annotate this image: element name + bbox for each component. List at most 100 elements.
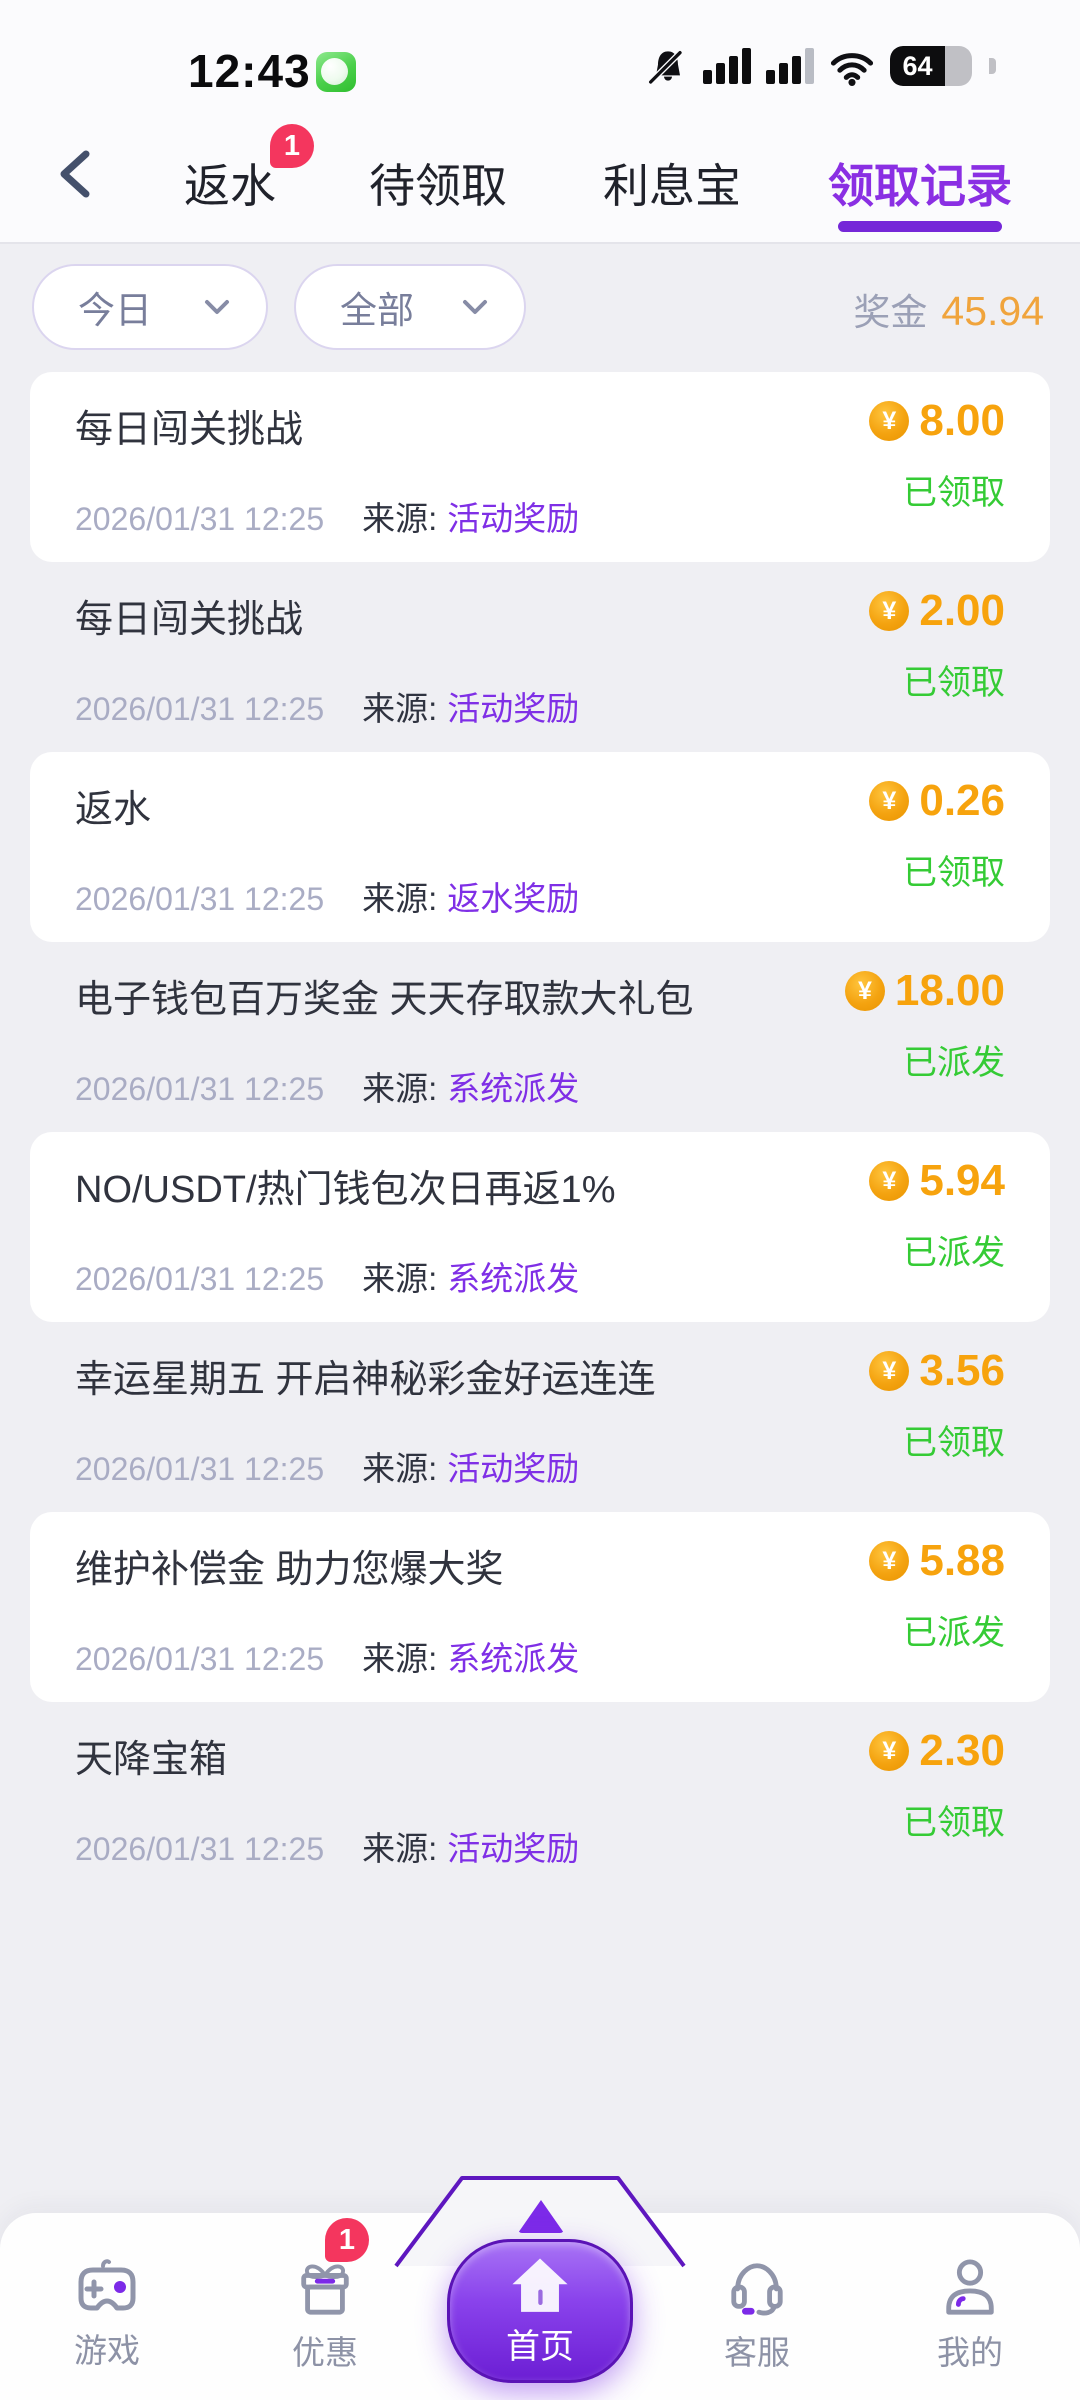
nav-item-promos[interactable]: 优惠 [263, 2258, 387, 2374]
bonus-total-label: 奖金 [853, 292, 928, 333]
coin-icon: ¥ [869, 1541, 910, 1581]
collapse-arrow-icon[interactable] [518, 2200, 564, 2233]
tab-pending[interactable]: 待领取 [369, 160, 507, 212]
record-status: 已领取 [903, 1804, 1005, 1842]
record-source: 活动奖励 [447, 690, 580, 727]
nav-label: 我的 [937, 2334, 1003, 2371]
record-status: 已领取 [903, 854, 1005, 892]
record-date: 2026/01/31 12:25 [75, 1071, 325, 1107]
record-amount: 8.00 [919, 396, 1005, 445]
status-icons: 64 [648, 42, 996, 90]
nav-item-home[interactable]: 首页 [447, 2239, 633, 2383]
record-source: 返水奖励 [447, 880, 580, 917]
bonus-total: 奖金 45.94 [853, 282, 1044, 336]
record-source-label: 来源: [362, 500, 438, 537]
record-title: 返水 [75, 789, 152, 831]
battery-icon: 64 [890, 46, 972, 86]
record-source-label: 来源: [362, 1450, 438, 1487]
record-date: 2026/01/31 12:25 [75, 501, 325, 537]
date-filter-dropdown[interactable]: 今日 [32, 264, 268, 350]
rebate-badge: 1 [270, 124, 314, 168]
coin-icon: ¥ [869, 1161, 910, 1201]
nav-item-games[interactable]: 游戏 [45, 2258, 169, 2372]
promos-badge: 1 [325, 2218, 369, 2262]
record-meta: 2026/01/31 12:25 来源: 系统派发 [75, 1252, 579, 1300]
chevron-down-icon [205, 299, 229, 314]
record-status: 已派发 [903, 1044, 1005, 1082]
record-date: 2026/01/31 12:25 [75, 1451, 325, 1487]
status-time: 12:43 [188, 45, 311, 97]
record-row: 每日闯关挑战 ¥ 8.00 2026/01/31 12:25 来源: 活动奖励 … [30, 372, 1050, 562]
record-date: 2026/01/31 12:25 [75, 1831, 325, 1867]
coin-icon: ¥ [869, 1731, 910, 1771]
coin-icon: ¥ [869, 591, 910, 631]
record-amount-group: ¥ 8.00 [869, 396, 1005, 446]
record-row: NO/USDT/热门钱包次日再返1% ¥ 5.94 2026/01/31 12:… [30, 1132, 1050, 1322]
record-source-label: 来源: [362, 1640, 438, 1677]
record-amount-group: ¥ 2.30 [869, 1726, 1005, 1776]
record-amount: 3.56 [919, 1346, 1005, 1395]
profile-icon [946, 2259, 994, 2315]
record-amount: 5.88 [919, 1536, 1005, 1585]
nav-item-profile[interactable]: 我的 [908, 2258, 1032, 2374]
record-row: 返水 ¥ 0.26 2026/01/31 12:25 来源: 返水奖励 已领取 [30, 752, 1050, 942]
record-amount: 2.00 [919, 586, 1005, 635]
coin-icon: ¥ [869, 1351, 910, 1391]
record-amount-group: ¥ 5.94 [869, 1156, 1005, 1206]
header [0, 0, 1080, 242]
active-tab-underline [838, 221, 1002, 232]
record-amount-group: ¥ 0.26 [869, 776, 1005, 826]
record-source-label: 来源: [362, 690, 438, 727]
record-amount-group: ¥ 5.88 [869, 1536, 1005, 1586]
record-amount: 5.94 [919, 1156, 1005, 1205]
record-row: 维护补偿金 助力您爆大奖 ¥ 5.88 2026/01/31 12:25 来源:… [30, 1512, 1050, 1702]
coin-icon: ¥ [844, 971, 885, 1011]
gamepad-icon [78, 2259, 136, 2311]
coin-icon: ¥ [869, 401, 910, 441]
record-meta: 2026/01/31 12:25 来源: 活动奖励 [75, 1822, 579, 1870]
headset-icon [731, 2263, 783, 2316]
record-status: 已领取 [903, 664, 1005, 702]
tab-interest[interactable]: 利息宝 [603, 160, 741, 212]
record-title: 天降宝箱 [75, 1739, 228, 1781]
tab-claim-records[interactable]: 领取记录 [828, 160, 1012, 212]
nav-label: 首页 [506, 2327, 574, 2366]
record-source-label: 来源: [362, 1830, 438, 1867]
record-source: 系统派发 [447, 1070, 580, 1107]
record-row: 每日闯关挑战 ¥ 2.00 2026/01/31 12:25 来源: 活动奖励 … [30, 562, 1050, 752]
message-app-icon [316, 52, 356, 92]
record-status: 已领取 [903, 474, 1005, 512]
header-divider [0, 242, 1080, 244]
record-status: 已派发 [903, 1614, 1005, 1652]
records-list: 每日闯关挑战 ¥ 8.00 2026/01/31 12:25 来源: 活动奖励 … [0, 372, 1080, 1892]
coin-icon: ¥ [869, 781, 910, 821]
record-row: 电子钱包百万奖金 天天存取款大礼包 ¥ 18.00 2026/01/31 12:… [30, 942, 1050, 1132]
record-source: 系统派发 [447, 1640, 580, 1677]
battery-percent: 64 [890, 46, 945, 86]
bonus-total-value: 45.94 [941, 288, 1044, 334]
record-amount-group: ¥ 2.00 [869, 586, 1005, 636]
tab-rebate[interactable]: 返水 [184, 160, 276, 212]
chevron-left-icon [60, 150, 90, 198]
record-source-label: 来源: [362, 880, 438, 917]
type-filter-dropdown[interactable]: 全部 [294, 264, 526, 350]
record-title: NO/USDT/热门钱包次日再返1% [75, 1169, 616, 1211]
back-button[interactable] [52, 146, 100, 202]
record-row: 天降宝箱 ¥ 2.30 2026/01/31 12:25 来源: 活动奖励 已领… [30, 1702, 1050, 1892]
signal-bars-sim1 [703, 48, 751, 84]
record-row: 幸运星期五 开启神秘彩金好运连连 ¥ 3.56 2026/01/31 12:25… [30, 1322, 1050, 1512]
record-date: 2026/01/31 12:25 [75, 881, 325, 917]
nav-item-support[interactable]: 客服 [695, 2258, 819, 2374]
record-title: 维护补偿金 助力您爆大奖 [75, 1549, 504, 1591]
record-amount: 2.30 [919, 1726, 1005, 1775]
nav-label: 优惠 [292, 2334, 358, 2371]
home-icon [512, 2257, 568, 2312]
record-title: 每日闯关挑战 [75, 599, 304, 641]
record-meta: 2026/01/31 12:25 来源: 返水奖励 [75, 872, 579, 920]
record-meta: 2026/01/31 12:25 来源: 活动奖励 [75, 1442, 579, 1490]
record-amount-group: ¥ 18.00 [844, 966, 1005, 1016]
chevron-down-icon [463, 299, 487, 314]
record-date: 2026/01/31 12:25 [75, 1261, 325, 1297]
record-source: 活动奖励 [447, 1830, 580, 1867]
